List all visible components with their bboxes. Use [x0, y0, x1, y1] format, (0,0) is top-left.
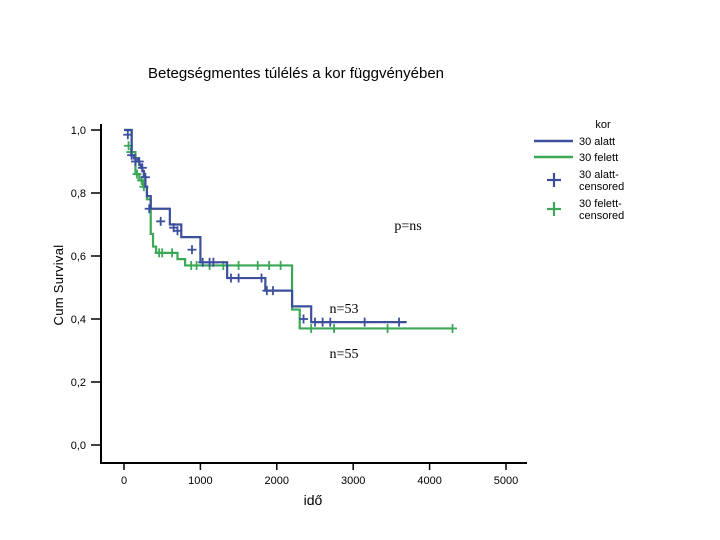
legend-censor-marker-alatt: [547, 173, 561, 187]
x-tick-label: 2000: [265, 475, 289, 487]
y-axis-label: Cum Survival: [51, 245, 66, 326]
x-tick-label: 5000: [494, 475, 518, 487]
y-tick-label: 0,4: [71, 314, 86, 326]
censored-marker-alatt: [226, 273, 236, 283]
y-tick-label: 0,2: [71, 377, 86, 389]
x-tick-label: 3000: [341, 475, 365, 487]
censored-marker-alatt: [268, 286, 278, 296]
annotation-n-felett: n=55: [330, 347, 359, 362]
plot-area: [123, 128, 458, 333]
chart-title: Betegségmentes túlélés a kor függvényébe…: [148, 65, 444, 82]
censored-marker-alatt: [187, 245, 197, 255]
censored-marker-felett: [157, 248, 167, 258]
legend-label-felett-censored: 30 felett- censored: [579, 198, 625, 222]
censored-marker-felett: [306, 323, 316, 333]
censored-marker-alatt: [123, 130, 133, 140]
x-tick-label: 0: [121, 475, 127, 487]
censored-marker-felett: [132, 169, 142, 179]
censored-marker-felett: [448, 323, 458, 333]
y-tick-label: 0,8: [71, 188, 86, 200]
censored-markers-alatt: [123, 130, 404, 327]
legend-label-felett: 30 felett: [579, 152, 618, 164]
legend-label-alatt-censored: 30 alatt- censored: [579, 169, 624, 193]
censored-marker-alatt: [208, 257, 218, 267]
censored-marker-felett: [167, 248, 177, 258]
x-tick-label: 1000: [188, 475, 212, 487]
censored-marker-alatt: [394, 317, 404, 327]
censored-markers-felett: [124, 141, 458, 333]
legend: kor 30 alatt 30 felett 30 alatt- censore…: [534, 119, 625, 222]
censored-marker-alatt: [325, 317, 335, 327]
censored-marker-alatt: [127, 150, 137, 160]
censored-marker-alatt: [172, 226, 182, 236]
censored-marker-alatt: [156, 216, 166, 226]
censored-marker-felett: [329, 323, 339, 333]
legend-label-alatt: 30 alatt: [579, 136, 615, 148]
x-tick-label: 4000: [417, 475, 441, 487]
censored-marker-felett: [264, 260, 274, 270]
censored-marker-alatt: [299, 314, 309, 324]
censored-marker-felett: [234, 260, 244, 270]
censored-marker-alatt: [144, 204, 154, 214]
censored-marker-alatt: [360, 317, 370, 327]
annotation-p-value: p=ns: [394, 219, 421, 234]
censored-marker-alatt: [310, 317, 320, 327]
censored-marker-alatt: [134, 157, 144, 166]
annotation-n-alatt: n=53: [330, 302, 359, 317]
censored-marker-felett: [276, 260, 286, 270]
y-tick-label: 0,6: [71, 251, 86, 263]
x-axis: 0 1000 2000 3000 4000 5000: [101, 462, 527, 487]
censored-marker-alatt: [140, 172, 150, 182]
censored-marker-alatt: [234, 273, 244, 283]
censored-marker-felett: [253, 260, 263, 270]
x-axis-label: idő: [304, 492, 323, 508]
censored-marker-felett: [383, 323, 393, 333]
legend-title: kor: [595, 119, 611, 131]
legend-censor-marker-felett: [547, 202, 561, 216]
y-tick-label: 0,0: [71, 440, 86, 452]
survival-curve-alatt: [124, 128, 407, 324]
censored-marker-alatt: [257, 273, 267, 283]
censored-marker-alatt: [137, 163, 147, 173]
y-axis: 0,0 0,2 0,4 0,6 0,8 1,0: [71, 124, 102, 464]
censored-marker-felett: [192, 260, 202, 270]
censored-marker-alatt: [318, 317, 328, 327]
y-tick-label: 1,0: [71, 125, 86, 137]
